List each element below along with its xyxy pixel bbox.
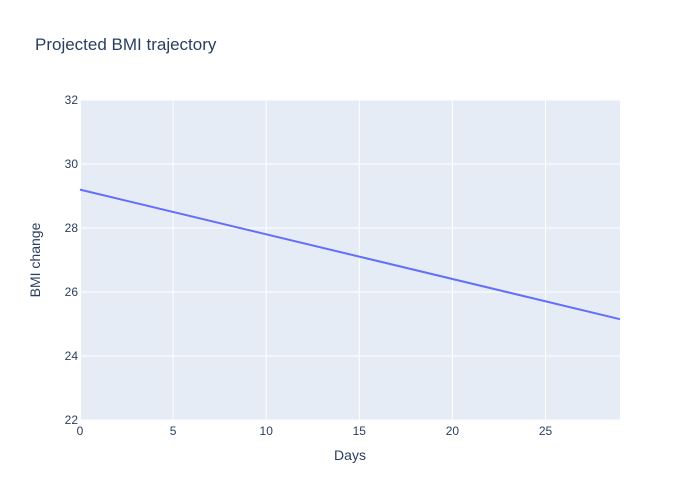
x-tick-label: 20: [446, 424, 460, 438]
x-axis-title: Days: [334, 447, 366, 463]
y-tick-label: 22: [65, 413, 79, 427]
x-tick-label: 15: [353, 424, 367, 438]
x-tick-label: 10: [260, 424, 274, 438]
y-tick-label: 30: [65, 157, 79, 171]
y-tick-label: 26: [65, 285, 79, 299]
grid-lines: [79, 99, 620, 421]
y-axis-title: BMI change: [27, 222, 43, 297]
y-tick-label: 32: [65, 93, 79, 107]
series-layer: [79, 188, 621, 321]
y-tick-label: 24: [65, 349, 79, 363]
chart-title: Projected BMI trajectory: [35, 35, 217, 54]
x-tick-label: 25: [539, 424, 553, 438]
y-axis-ticks: 22 24 26 28 30 32: [65, 93, 79, 427]
x-tick-label: 0: [77, 424, 84, 438]
x-tick-label: 5: [170, 424, 177, 438]
y-tick-label: 28: [65, 221, 79, 235]
x-axis-ticks: 0 5 10 15 20 25: [77, 424, 553, 438]
plot-area: [80, 100, 620, 420]
series-line-0: [79, 188, 621, 321]
